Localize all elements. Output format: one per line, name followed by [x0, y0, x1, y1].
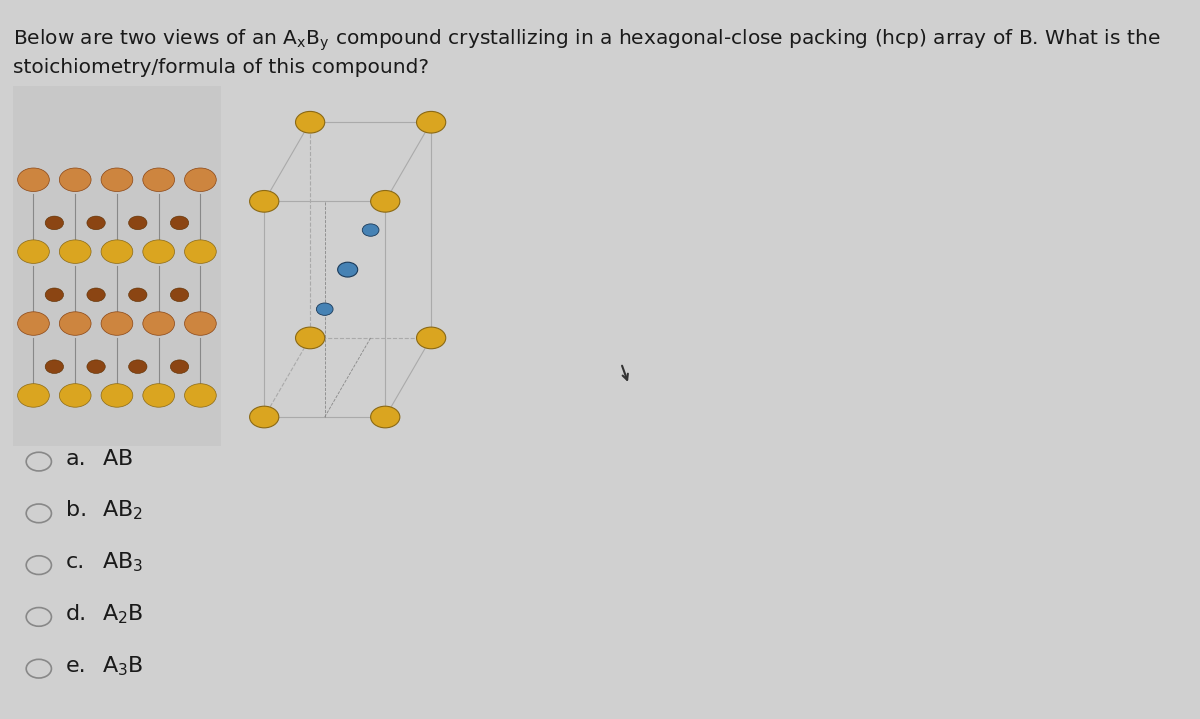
FancyBboxPatch shape	[233, 86, 442, 446]
Circle shape	[170, 216, 188, 229]
Circle shape	[185, 384, 216, 407]
Circle shape	[185, 240, 216, 263]
Circle shape	[128, 216, 146, 229]
Text: b.: b.	[66, 500, 88, 521]
Text: $\mathregular{AB_3}$: $\mathregular{AB_3}$	[102, 551, 143, 574]
Text: c.: c.	[66, 552, 85, 572]
Bar	[13, 86, 221, 446]
Text: $\mathregular{AB_2}$: $\mathregular{AB_2}$	[102, 499, 143, 522]
Circle shape	[337, 262, 358, 277]
Circle shape	[101, 384, 133, 407]
Circle shape	[128, 288, 146, 301]
Circle shape	[185, 168, 216, 191]
Circle shape	[101, 168, 133, 191]
Circle shape	[416, 327, 445, 349]
Circle shape	[143, 240, 174, 263]
Circle shape	[59, 240, 91, 263]
Text: $\mathregular{AB}$: $\mathregular{AB}$	[102, 449, 133, 469]
Text: $\mathregular{A_2B}$: $\mathregular{A_2B}$	[102, 603, 144, 626]
Circle shape	[170, 360, 188, 373]
Circle shape	[18, 384, 49, 407]
Circle shape	[295, 327, 325, 349]
Circle shape	[143, 168, 174, 191]
Text: a.: a.	[66, 449, 86, 469]
Circle shape	[416, 111, 445, 133]
Circle shape	[362, 224, 379, 237]
Circle shape	[46, 360, 64, 373]
Circle shape	[295, 111, 325, 133]
Circle shape	[250, 191, 278, 212]
Circle shape	[371, 191, 400, 212]
Circle shape	[143, 384, 174, 407]
Circle shape	[86, 288, 106, 301]
Circle shape	[59, 168, 91, 191]
Text: stoichiometry/formula of this compound?: stoichiometry/formula of this compound?	[13, 58, 428, 76]
FancyBboxPatch shape	[13, 86, 221, 446]
Circle shape	[101, 312, 133, 335]
Circle shape	[59, 384, 91, 407]
Circle shape	[46, 216, 64, 229]
Circle shape	[86, 216, 106, 229]
Circle shape	[185, 312, 216, 335]
Circle shape	[371, 406, 400, 428]
Circle shape	[18, 168, 49, 191]
Circle shape	[128, 360, 146, 373]
Circle shape	[250, 406, 278, 428]
Text: Below are two views of an $\mathregular{A_xB_y}$ compound crystallizing in a hex: Below are two views of an $\mathregular{…	[13, 27, 1160, 52]
Text: d.: d.	[66, 604, 88, 624]
Circle shape	[101, 240, 133, 263]
Circle shape	[18, 240, 49, 263]
Text: e.: e.	[66, 656, 86, 676]
Circle shape	[46, 288, 64, 301]
Circle shape	[143, 312, 174, 335]
Circle shape	[18, 312, 49, 335]
Circle shape	[86, 360, 106, 373]
Text: $\mathregular{A_3B}$: $\mathregular{A_3B}$	[102, 654, 144, 677]
Circle shape	[170, 288, 188, 301]
Circle shape	[317, 303, 334, 316]
Circle shape	[59, 312, 91, 335]
Bar	[233, 86, 442, 446]
